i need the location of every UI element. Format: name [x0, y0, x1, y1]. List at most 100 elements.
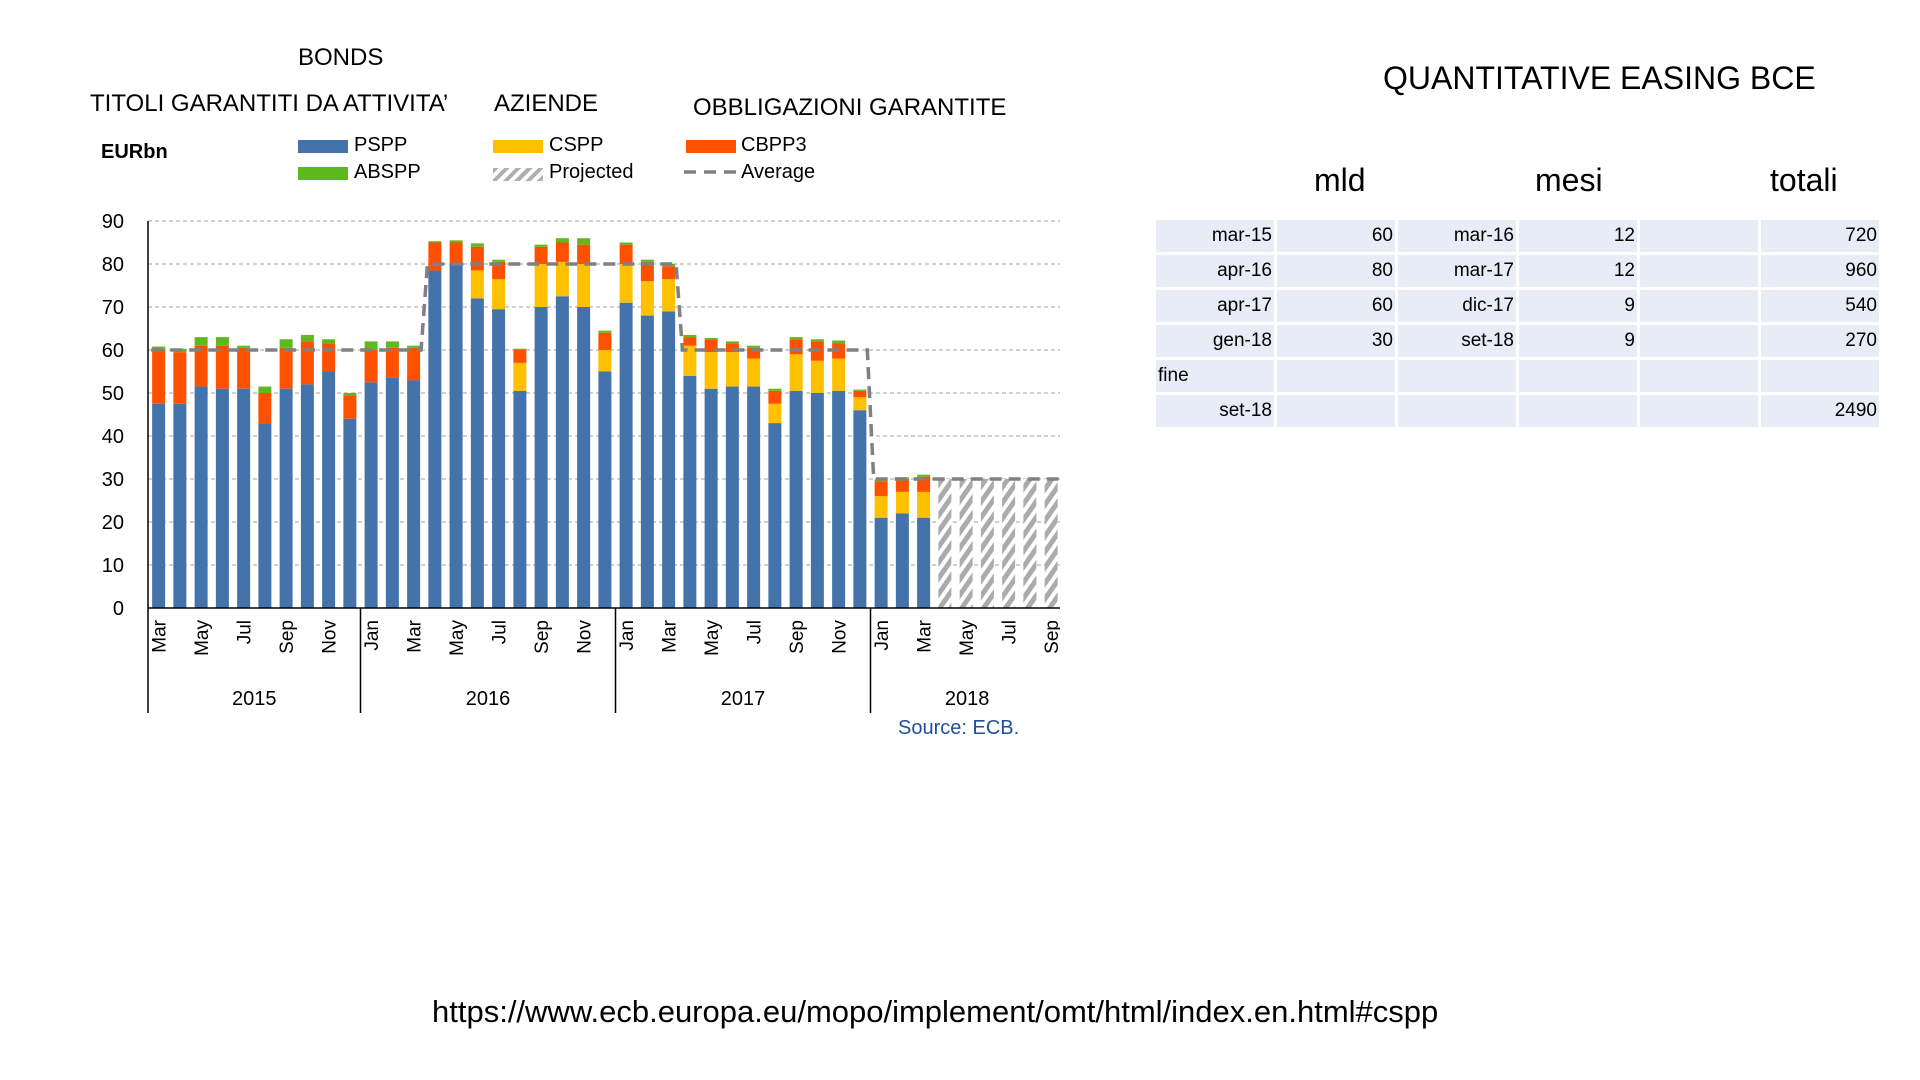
- x-tick-label: Nov: [575, 620, 596, 654]
- bar-cbpp3: [428, 243, 441, 271]
- x-tick-label: Jan: [362, 620, 383, 651]
- bar-abspp: [492, 260, 505, 262]
- x-tick-label: Jul: [745, 620, 766, 644]
- y-tick-label: 40: [102, 426, 124, 448]
- bar-cbpp3: [556, 243, 569, 262]
- table-cell: 9: [1519, 325, 1637, 357]
- bar-projected: [938, 479, 951, 608]
- bar-abspp: [450, 240, 463, 242]
- bar-cspp: [598, 350, 611, 372]
- bar-pspp: [322, 372, 335, 609]
- bar-abspp: [832, 341, 845, 344]
- year-label: 2016: [466, 688, 511, 710]
- table-row: apr-17 60 dic-17 9 540: [1156, 290, 1879, 322]
- bar-pspp: [365, 382, 378, 608]
- bar-pspp: [790, 391, 803, 608]
- bar-cbpp3: [280, 348, 293, 389]
- bar-cbpp3: [301, 341, 314, 384]
- table-cell: mar-15: [1156, 220, 1274, 252]
- table-cell: 540: [1761, 290, 1879, 322]
- bar-pspp: [301, 384, 314, 608]
- bar-cbpp3: [853, 391, 866, 397]
- table-cell: [1398, 395, 1516, 427]
- bar-cspp: [535, 264, 548, 307]
- table-cell: 960: [1761, 255, 1879, 287]
- bar-abspp: [195, 337, 208, 346]
- bar-cbpp3: [386, 348, 399, 378]
- bar-abspp: [620, 243, 633, 245]
- bar-cbpp3: [258, 393, 271, 423]
- bar-cbpp3: [450, 243, 463, 265]
- bar-cbpp3: [683, 337, 696, 346]
- x-tick-label: Jul: [235, 620, 256, 644]
- bar-cspp: [705, 352, 718, 389]
- table-cell: 720: [1761, 220, 1879, 252]
- bar-pspp: [535, 307, 548, 608]
- bar-cspp: [577, 264, 590, 307]
- bar-cbpp3: [322, 344, 335, 372]
- bar-cbpp3: [216, 346, 229, 389]
- bar-pspp: [683, 376, 696, 608]
- bar-cspp: [811, 361, 824, 393]
- bar-cbpp3: [577, 245, 590, 264]
- bar-cbpp3: [173, 352, 186, 404]
- x-tick-label: Nov: [320, 620, 341, 654]
- bar-abspp: [322, 339, 335, 343]
- bar-cbpp3: [343, 395, 356, 419]
- x-axis-labels: Mar May Jul Sep Nov Jan Mar May Jul Sep Nov Jan Mar M…: [150, 619, 1060, 710]
- table-cell: [1640, 220, 1758, 252]
- x-tick-label: May: [702, 620, 723, 656]
- bar-abspp: [407, 346, 420, 348]
- bar-abspp: [726, 341, 739, 343]
- bar-pspp: [258, 423, 271, 608]
- bar-pspp: [280, 389, 293, 608]
- table-cell: [1277, 395, 1395, 427]
- bar-cspp: [790, 354, 803, 391]
- bar-cbpp3: [768, 391, 781, 404]
- bar-abspp: [790, 337, 803, 339]
- bar-cspp: [620, 264, 633, 303]
- x-tick-label: Mar: [405, 619, 426, 652]
- bar-pspp: [917, 518, 930, 608]
- table-cell: 60: [1277, 290, 1395, 322]
- bar-pspp: [577, 307, 590, 608]
- bar-pspp: [216, 389, 229, 608]
- bar-abspp: [258, 387, 271, 393]
- y-tick-label: 10: [102, 555, 124, 577]
- table-cell: [1640, 395, 1758, 427]
- bar-projected: [1002, 479, 1015, 608]
- table-cell: 9: [1519, 290, 1637, 322]
- bar-cbpp3: [535, 247, 548, 264]
- bar-abspp: [853, 390, 866, 391]
- y-tick-label: 50: [102, 383, 124, 405]
- y-tick-label: 60: [102, 340, 124, 362]
- bar-cspp: [832, 359, 845, 391]
- bar-projected: [981, 479, 994, 608]
- bar-cspp: [556, 262, 569, 296]
- table-cell: [1640, 325, 1758, 357]
- bar-cbpp3: [407, 348, 420, 380]
- bar-cspp: [662, 279, 675, 311]
- table-cell: [1640, 290, 1758, 322]
- bar-pspp: [513, 391, 526, 608]
- table-cell: 30: [1277, 325, 1395, 357]
- x-tick-label: Jan: [617, 620, 638, 651]
- table-row: gen-18 30 set-18 9 270: [1156, 325, 1879, 357]
- x-tick-label: Sep: [1042, 620, 1060, 654]
- bar-pspp: [195, 387, 208, 608]
- bar-cbpp3: [365, 350, 378, 382]
- bar-cspp: [917, 492, 930, 518]
- bar-cspp: [726, 352, 739, 386]
- year-label: 2017: [721, 688, 766, 710]
- bar-pspp: [428, 270, 441, 608]
- x-tick-label: Jan: [872, 620, 893, 651]
- bar-cbpp3: [513, 350, 526, 363]
- y-tick-label: 0: [113, 598, 124, 620]
- x-tick-label: Jul: [1000, 620, 1021, 644]
- y-tick-label: 90: [102, 211, 124, 233]
- bar-cspp: [875, 496, 888, 518]
- table-cell: [1519, 395, 1637, 427]
- bar-abspp: [513, 349, 526, 350]
- table-cell: 270: [1761, 325, 1879, 357]
